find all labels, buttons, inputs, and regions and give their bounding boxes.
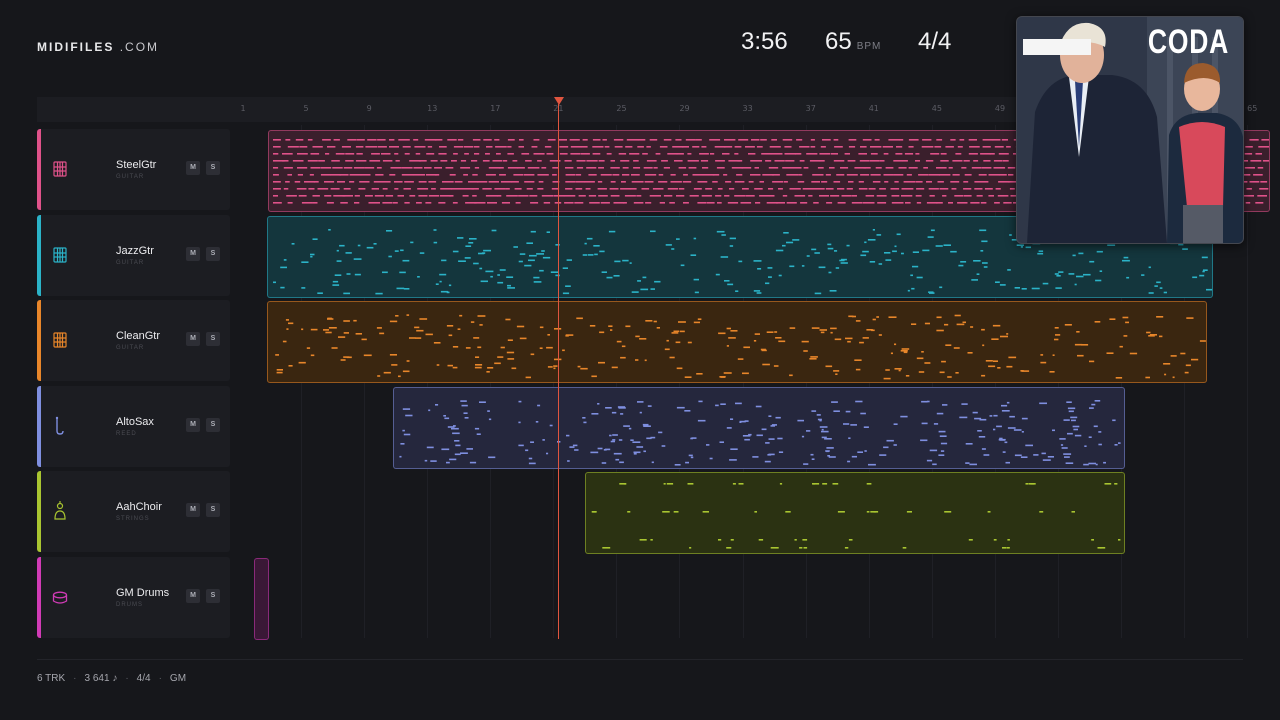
- track-color-stripe: [37, 129, 41, 210]
- separator: ·: [158, 673, 162, 684]
- separator: ·: [125, 673, 129, 684]
- midi-clip[interactable]: [392, 386, 1125, 469]
- mute-button[interactable]: M: [186, 417, 200, 432]
- midi-clip[interactable]: [254, 557, 269, 640]
- bar-number: 65: [1247, 104, 1258, 113]
- track-header[interactable]: CleanGtr GUITAR M S: [37, 300, 230, 381]
- bar-number: 49: [994, 104, 1006, 113]
- track-family: REED: [116, 430, 137, 437]
- solo-button[interactable]: S: [206, 503, 220, 517]
- track-family: GUITAR: [116, 345, 145, 351]
- mute-button[interactable]: M: [186, 161, 200, 175]
- track-color-stripe: [37, 214, 41, 296]
- bar-number: 37: [805, 104, 816, 113]
- track-header[interactable]: SteelGtr GUITAR M S: [37, 129, 230, 210]
- tempo-unit: BPM: [856, 41, 882, 52]
- bar-number: 17: [490, 104, 501, 113]
- track-header[interactable]: AltoSax REED M S: [37, 385, 230, 467]
- track-family: STRINGS: [116, 516, 150, 522]
- track-header[interactable]: JazzGtr GUITAR M S: [37, 214, 230, 296]
- mute-button[interactable]: M: [186, 246, 200, 261]
- track-name: AltoSax: [116, 415, 154, 428]
- album-title: CODA: [1147, 23, 1229, 61]
- bar-number: 41: [868, 104, 879, 113]
- status-bar: 6 TRK · 3 641 ♪ · 4/4 · GM: [37, 673, 186, 684]
- separator: ·: [73, 673, 77, 684]
- solo-button[interactable]: S: [206, 332, 220, 346]
- tempo-display: 65 BPM: [825, 28, 881, 56]
- track-header[interactable]: AahChoir STRINGS M S: [37, 471, 230, 552]
- track-name: CleanGtr: [116, 330, 161, 342]
- track-color-stripe: [37, 300, 41, 381]
- track-name: GM Drums: [116, 586, 170, 599]
- track-name: SteelGtr: [116, 159, 157, 171]
- solo-button[interactable]: S: [206, 246, 220, 261]
- mute-button[interactable]: M: [186, 503, 200, 517]
- brand-suffix: .COM: [119, 40, 160, 54]
- guitar-icon: [52, 329, 68, 351]
- tempo-value: 65: [825, 28, 852, 55]
- mute-button[interactable]: M: [186, 332, 200, 346]
- bar-number: 45: [931, 104, 942, 113]
- grid-line: [1247, 125, 1249, 638]
- track-name: JazzGtr: [116, 244, 154, 257]
- bar-number: 1: [240, 104, 246, 113]
- brand-logo[interactable]: MIDIFILES .COM: [37, 40, 159, 54]
- playhead[interactable]: [558, 104, 559, 639]
- drum-icon: [52, 586, 68, 608]
- track-color-stripe: [37, 471, 41, 552]
- track-name: AahChoir: [116, 501, 162, 513]
- footer-divider: [37, 659, 1243, 660]
- note-pattern: [399, 399, 1121, 466]
- time-display: 3:56: [741, 28, 788, 55]
- note-pattern: [591, 483, 1121, 549]
- bar-number: 5: [303, 104, 309, 113]
- saxophone-icon: [52, 415, 68, 437]
- album-art: CODA: [1016, 16, 1244, 244]
- bar-number: 25: [616, 104, 627, 113]
- note-pattern: [255, 559, 268, 639]
- guitar-icon: [52, 244, 68, 266]
- bar-number: 33: [742, 104, 753, 113]
- note-count: 3 641 ♪: [84, 673, 118, 684]
- bar-number: 9: [366, 104, 372, 113]
- brand-name: MIDIFILES: [37, 40, 115, 54]
- bar-number: 13: [427, 104, 438, 113]
- solo-button[interactable]: S: [206, 161, 220, 175]
- solo-button[interactable]: S: [206, 588, 220, 603]
- track-family: DRUMS: [116, 601, 143, 608]
- track-family: GUITAR: [116, 174, 145, 180]
- midi-clip[interactable]: [266, 301, 1207, 383]
- mute-button[interactable]: M: [186, 588, 200, 603]
- midi-clip[interactable]: [585, 472, 1125, 554]
- playhead-marker-icon[interactable]: [554, 97, 564, 105]
- track-color-stripe: [37, 556, 41, 638]
- meter-display: 4/4: [918, 28, 952, 55]
- footer-meter: 4/4: [136, 673, 151, 684]
- album-photo: [1017, 17, 1243, 243]
- solo-button[interactable]: S: [206, 417, 220, 432]
- bar-number: 29: [679, 104, 690, 113]
- note-pattern: [274, 314, 1206, 380]
- track-color-stripe: [37, 385, 41, 467]
- choir-icon: [52, 500, 68, 522]
- guitar-icon: [52, 158, 68, 180]
- track-family: GUITAR: [116, 259, 145, 266]
- track-count: 6 TRK: [37, 673, 66, 684]
- track-header[interactable]: GM Drums DRUMS M S: [37, 556, 230, 638]
- midi-standard: GM: [169, 673, 187, 684]
